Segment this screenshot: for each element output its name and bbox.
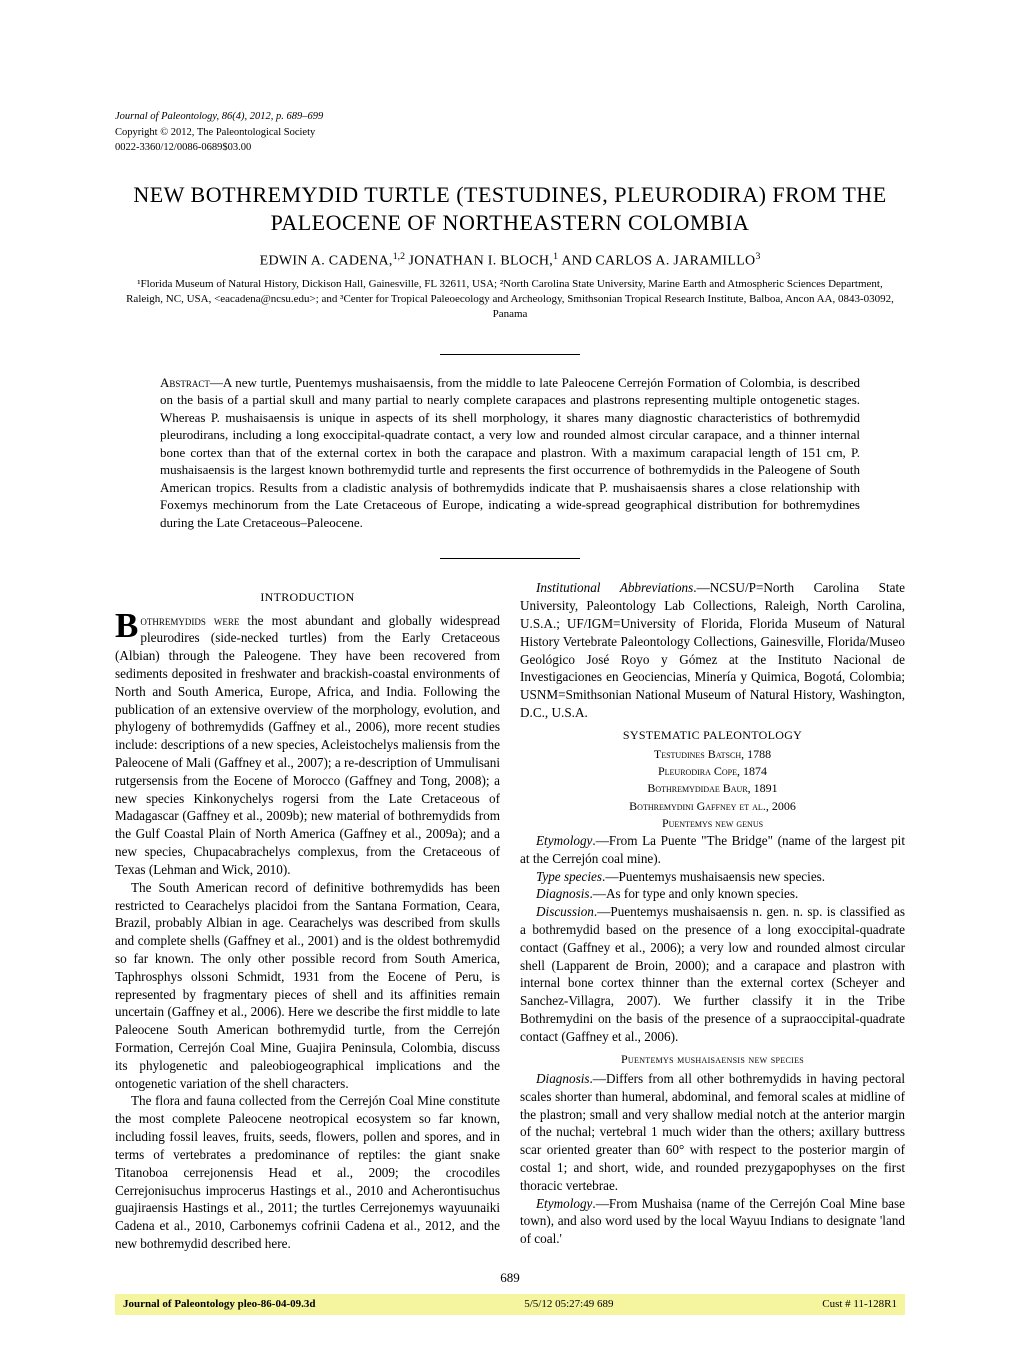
diagnosis-1-label: Diagnosis xyxy=(536,886,590,901)
page-number: 689 xyxy=(115,1269,905,1287)
journal-info: Journal of Paleontology, 86(4), 2012, p.… xyxy=(115,110,905,124)
inst-abbrev-label: Institutional Abbreviations xyxy=(536,580,693,595)
etymology-2: Etymology.—From Mushaisa (name of the Ce… xyxy=(520,1195,905,1248)
author-conj: AND xyxy=(562,253,596,268)
author-list: EDWIN A. CADENA,1,2 JONATHAN I. BLOCH,1 … xyxy=(115,250,905,272)
intro-para-2: The South American record of definitive … xyxy=(115,879,500,1093)
type-species-text: .—Puentemys mushaisaensis new species. xyxy=(602,869,825,884)
diagnosis-1: Diagnosis.—As for type and only known sp… xyxy=(520,885,905,903)
divider-top xyxy=(115,342,905,360)
discussion-para: Discussion.—Puentemys mushaisaensis n. g… xyxy=(520,903,905,1046)
author-1-sup: 1,2 xyxy=(393,251,405,262)
footer-right: Cust # 11-128R1 xyxy=(822,1297,897,1312)
taxonomy-4: Bothremydini Gaffney et al., 2006 xyxy=(520,798,905,814)
article-title: NEW BOTHREMYDID TURTLE (TESTUDINES, PLEU… xyxy=(115,181,905,238)
diagnosis-1-text: .—As for type and only known species. xyxy=(590,886,799,901)
divider-bottom xyxy=(115,546,905,564)
author-2: JONATHAN I. BLOCH, xyxy=(408,253,553,268)
issn-line: 0022-3360/12/0086-0689$03.00 xyxy=(115,141,905,155)
footer-left: Journal of Paleontology pleo-86-04-09.3d xyxy=(123,1297,316,1312)
intro-para-1: Bothremydids were the most abundant and … xyxy=(115,612,500,879)
discussion-text: .—Puentemys mushaisaensis n. gen. n. sp.… xyxy=(520,904,905,1044)
type-species-label: Type species xyxy=(536,869,602,884)
body-columns: INTRODUCTION Bothremydids were the most … xyxy=(115,579,905,1252)
sys-paleo-header: SYSTEMATIC PALEONTOLOGY xyxy=(520,727,905,743)
etymology-1: Etymology.—From La Puente "The Bridge" (… xyxy=(520,832,905,868)
discussion-label: Discussion xyxy=(536,904,594,919)
author-2-sup: 1 xyxy=(553,251,558,262)
footer-bar: Journal of Paleontology pleo-86-04-09.3d… xyxy=(115,1294,905,1315)
abstract-label: Abstract xyxy=(160,375,210,390)
taxonomy-5: Puentemys new genus xyxy=(520,815,905,831)
taxonomy-1: Testudines Batsch, 1788 xyxy=(520,746,905,762)
intro-header: INTRODUCTION xyxy=(115,589,500,605)
inst-abbrev-text: .—NCSU/P=North Carolina State University… xyxy=(520,580,905,720)
intro-para-3: The flora and fauna collected from the C… xyxy=(115,1092,500,1252)
diagnosis-2-label: Diagnosis xyxy=(536,1071,590,1086)
author-1: EDWIN A. CADENA, xyxy=(260,253,393,268)
journal-header: Journal of Paleontology, 86(4), 2012, p.… xyxy=(115,110,905,156)
author-3-sup: 3 xyxy=(755,251,760,262)
abstract: Abstract—A new turtle, Puentemys mushais… xyxy=(115,374,905,532)
inst-abbrev-para: Institutional Abbreviations.—NCSU/P=Nort… xyxy=(520,579,905,722)
author-3: CARLOS A. JARAMILLO xyxy=(595,253,755,268)
diagnosis-2: Diagnosis.—Differs from all other bothre… xyxy=(520,1070,905,1195)
abstract-text: —A new turtle, Puentemys mushaisaensis, … xyxy=(160,375,860,530)
type-species: Type species.—Puentemys mushaisaensis ne… xyxy=(520,868,905,886)
copyright-line: Copyright © 2012, The Paleontological So… xyxy=(115,126,905,140)
etymology-1-label: Etymology xyxy=(536,833,592,848)
taxonomy-3: Bothremydidae Baur, 1891 xyxy=(520,780,905,796)
intro-p1-text: the most abundant and globally widesprea… xyxy=(115,613,500,877)
dropcap-word: othremydids were xyxy=(140,613,239,628)
diagnosis-2-text: .—Differs from all other bothremydids in… xyxy=(520,1071,905,1193)
affiliations: ¹Florida Museum of Natural History, Dick… xyxy=(115,277,905,322)
footer-mid: 5/5/12 05:27:49 689 xyxy=(524,1297,613,1312)
dropcap: B xyxy=(115,612,140,640)
footer-journal: Journal of Paleontology pleo-86-04-09.3d xyxy=(123,1298,316,1310)
etymology-2-label: Etymology xyxy=(536,1196,592,1211)
taxonomy-2: Pleurodira Cope, 1874 xyxy=(520,763,905,779)
taxonomy-block: SYSTEMATIC PALEONTOLOGY Testudines Batsc… xyxy=(520,727,905,831)
species-header: Puentemys mushaisaensis new species xyxy=(520,1051,905,1067)
